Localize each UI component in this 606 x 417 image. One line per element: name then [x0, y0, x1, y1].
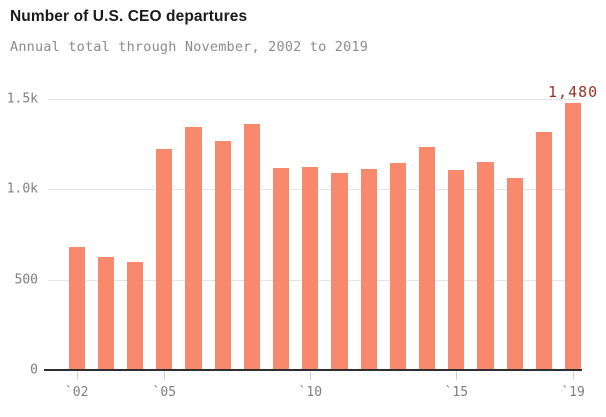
bar-2011	[331, 173, 348, 370]
x-tick-label-2010: `10	[298, 385, 323, 400]
bar-2013	[389, 163, 406, 370]
gridline-1.5k	[48, 99, 581, 100]
bar-2015	[448, 170, 465, 370]
chart-title: Number of U.S. CEO departures	[10, 8, 248, 25]
bar-2005	[156, 148, 173, 370]
bar-2018	[535, 131, 552, 370]
x-tick-label-2015: `15	[444, 385, 469, 400]
x-axis-line	[44, 369, 582, 371]
x-tick-2010	[310, 371, 312, 380]
bar-2003	[97, 257, 114, 370]
bar-2002	[68, 247, 85, 370]
bar-2009	[273, 167, 290, 370]
bar-2017	[506, 177, 523, 370]
bar-2007	[214, 140, 231, 370]
bar-2014	[419, 146, 436, 370]
y-tick-label-1.0k: 1.0k	[6, 181, 38, 197]
y-tick-label-500: 500	[14, 272, 38, 288]
x-tick-2019	[573, 371, 575, 380]
bar-2012	[360, 169, 377, 370]
bar-2008	[243, 124, 260, 370]
chart-subtitle: Annual total through November, 2002 to 2…	[10, 39, 369, 55]
peak-value-label: 1,480	[548, 82, 599, 101]
x-tick-2015	[456, 371, 458, 380]
bar-2016	[477, 162, 494, 370]
x-tick-2005	[164, 371, 166, 380]
x-tick-2002	[76, 371, 78, 380]
bar-2019	[565, 102, 582, 370]
bar-2006	[185, 127, 202, 370]
x-tick-label-2002: `02	[64, 385, 89, 400]
y-tick-label-0: 0	[30, 362, 38, 378]
bar-2004	[127, 261, 144, 370]
bar-2010	[302, 166, 319, 370]
x-tick-label-2019: `19	[561, 385, 585, 400]
x-tick-label-2005: `05	[152, 385, 177, 400]
y-tick-label-1.5k: 1.5k	[6, 91, 38, 107]
